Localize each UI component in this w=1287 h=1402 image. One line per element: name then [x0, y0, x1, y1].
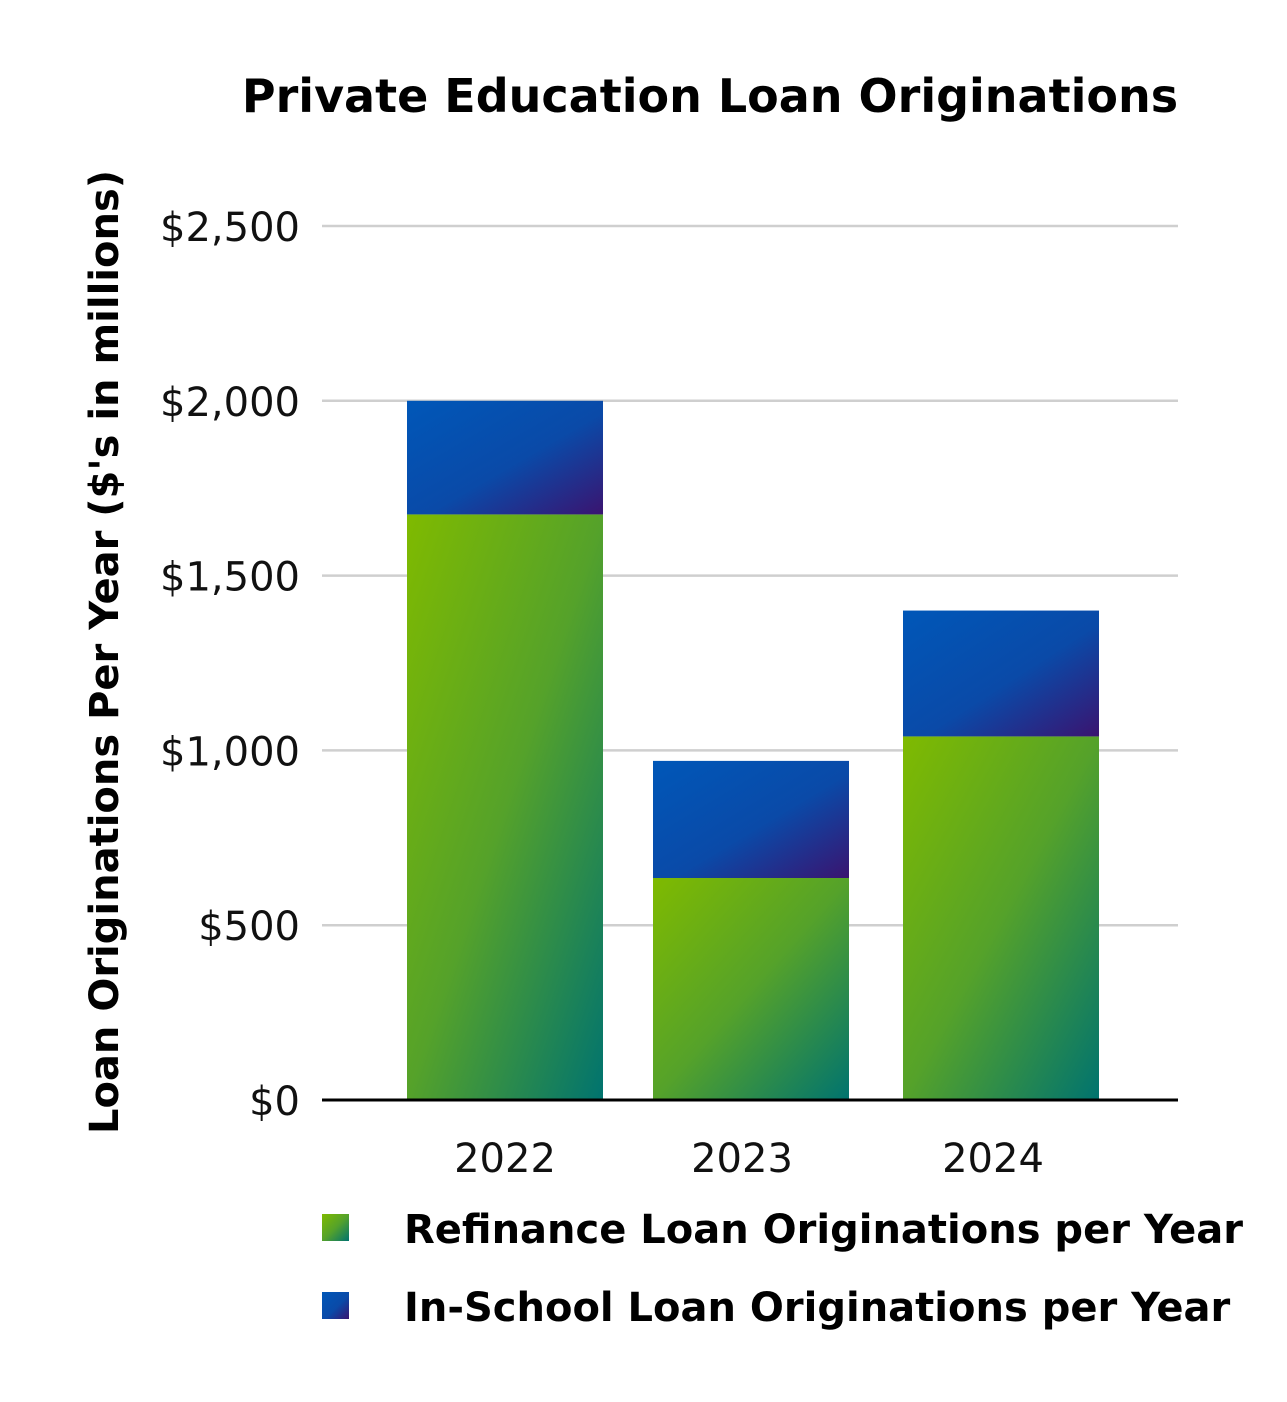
- bar-in-school-2023: [653, 760, 849, 879]
- chart-title: Private Education Loan Originations: [242, 69, 1178, 123]
- y-tick-label: $1,000: [160, 729, 300, 775]
- y-tick-label: $1,500: [160, 555, 300, 601]
- legend-swatch: [322, 1292, 349, 1319]
- y-tick-label: $500: [198, 904, 300, 950]
- bar-in-school-2024: [903, 610, 1099, 737]
- x-tick-label: 2023: [691, 1136, 793, 1182]
- y-tick-label: $0: [249, 1079, 300, 1125]
- bar-refinance-2024: [903, 736, 1099, 1100]
- y-tick-label: $2,000: [160, 380, 300, 426]
- bar-in-school-2022: [407, 400, 603, 515]
- bar-refinance-2023: [653, 878, 849, 1100]
- legend-label: In-School Loan Originations per Year: [404, 1285, 1231, 1331]
- x-tick-label: 2022: [454, 1136, 556, 1182]
- bar-refinance-2022: [407, 514, 603, 1100]
- y-tick-label: $2,500: [160, 205, 300, 251]
- y-axis-label: Loan Originations Per Year ($'s in milli…: [82, 170, 128, 1134]
- x-tick-label: 2024: [942, 1136, 1044, 1182]
- legend-swatch: [322, 1214, 349, 1241]
- legend-label: Refinance Loan Originations per Year: [404, 1207, 1243, 1253]
